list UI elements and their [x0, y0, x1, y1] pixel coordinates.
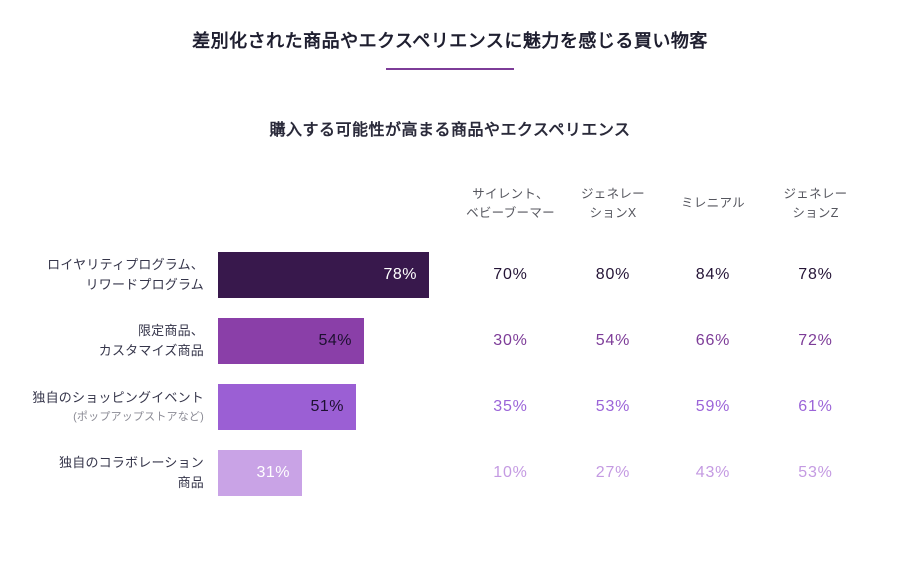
bar: 54%	[218, 318, 364, 364]
bar-value-label: 31%	[256, 464, 290, 481]
value-cell: 78%	[798, 266, 833, 283]
chart-row-loyalty-programs: ロイヤリティプログラム、 リワードプログラム 78% 70% 80% 84% 7…	[28, 252, 872, 298]
value-cell: 61%	[798, 398, 833, 415]
value-cell: 10%	[493, 464, 528, 481]
value-cell: 66%	[695, 332, 731, 349]
value-cell: 84%	[695, 266, 731, 283]
column-header-gen-z: ジェネレー ションZ	[783, 186, 848, 220]
value-cell: 70%	[493, 266, 528, 283]
column-header-millennial: ミレニアル	[681, 196, 745, 211]
row-label: 独自のコラボレーション 商品	[59, 454, 204, 490]
value-cell: 35%	[493, 398, 528, 415]
chart-row-collaboration-products: 独自のコラボレーション 商品 31% 10% 27% 43% 53%	[28, 450, 872, 496]
title-divider	[386, 68, 514, 70]
value-cell: 59%	[695, 398, 731, 415]
row-label: 独自のショッピングイベント (ポップアップストアなど)	[32, 390, 204, 423]
value-cell: 54%	[595, 332, 631, 349]
chart-row-shopping-events: 独自のショッピングイベント (ポップアップストアなど) 51% 35% 53% …	[28, 384, 872, 430]
value-cell: 53%	[595, 398, 631, 415]
bar-cell: 54%	[218, 318, 458, 364]
value-cell: 80%	[595, 266, 631, 283]
page-title: 差別化された商品やエクスペリエンスに魅力を感じる買い物客	[192, 31, 708, 51]
value-cell: 72%	[798, 332, 833, 349]
value-cell: 53%	[798, 464, 833, 481]
bar: 78%	[218, 252, 429, 298]
column-header-silent-boomer: サイレント、 ベビーブーマー	[466, 186, 555, 220]
bar: 31%	[218, 450, 302, 496]
bar-value-label: 78%	[383, 266, 417, 283]
row-label: ロイヤリティプログラム、 リワードプログラム	[47, 256, 204, 292]
column-header-row: サイレント、 ベビーブーマー ジェネレー ションX ミレニアル ジェネレー ショ…	[28, 182, 872, 226]
bar-cell: 31%	[218, 450, 458, 496]
chart-row-limited-products: 限定商品、 カスタマイズ商品 54% 30% 54% 66% 72%	[28, 318, 872, 364]
value-cell: 27%	[595, 464, 631, 481]
bar: 51%	[218, 384, 356, 430]
bar-chart: サイレント、 ベビーブーマー ジェネレー ションX ミレニアル ジェネレー ショ…	[28, 182, 872, 496]
bar-value-label: 54%	[318, 332, 352, 349]
row-label: 限定商品、 カスタマイズ商品	[98, 322, 204, 358]
bar-cell: 51%	[218, 384, 458, 430]
bar-value-label: 51%	[310, 398, 344, 415]
column-header-gen-x: ジェネレー ションX	[580, 186, 645, 220]
bar-cell: 78%	[218, 252, 458, 298]
chart-subtitle: 購入する可能性が高まる商品やエクスペリエンス	[269, 122, 631, 139]
value-cell: 43%	[695, 464, 731, 481]
value-cell: 30%	[493, 332, 528, 349]
